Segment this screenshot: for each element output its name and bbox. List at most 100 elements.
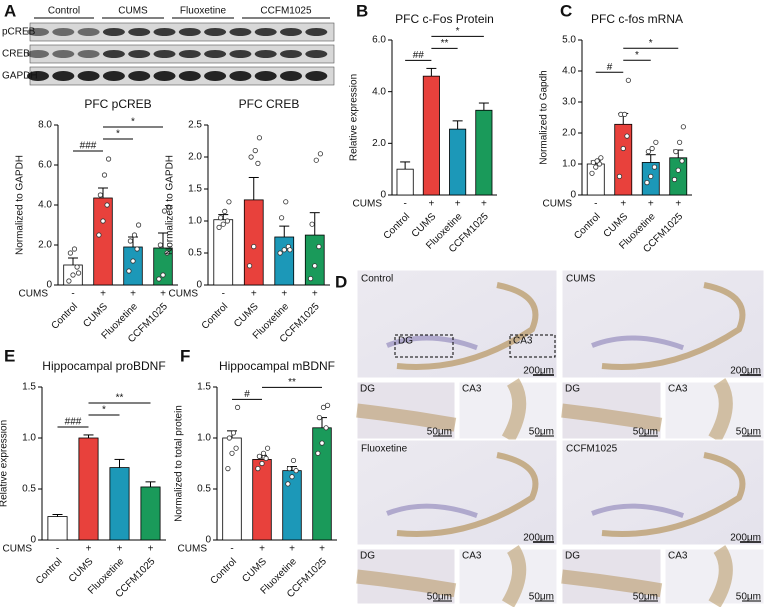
blot-band xyxy=(102,50,125,58)
data-point xyxy=(317,151,324,157)
cums-sign: + xyxy=(481,199,487,210)
y-tick-label: 1.5 xyxy=(22,382,36,393)
blot-band xyxy=(77,50,100,58)
cums-sign: - xyxy=(56,544,59,555)
bar xyxy=(252,459,272,541)
data-point xyxy=(263,455,269,461)
scale-label: 200μm xyxy=(523,533,554,544)
data-point xyxy=(309,221,315,227)
data-point xyxy=(75,270,82,276)
cums-sign: + xyxy=(148,544,154,555)
cums-label: CUMS xyxy=(3,544,33,555)
cums-sign: + xyxy=(100,289,106,300)
bar xyxy=(396,168,414,196)
data-point xyxy=(622,111,628,118)
y-tick-label: 0 xyxy=(196,280,202,291)
cums-sign: + xyxy=(620,199,626,210)
data-point xyxy=(216,224,222,230)
cums-sign: + xyxy=(281,289,287,300)
y-tick-label: 2.5 xyxy=(188,120,202,131)
y-tick-label: 5.0 xyxy=(562,35,576,46)
sig-label: ### xyxy=(65,417,82,428)
data-point xyxy=(160,272,166,278)
data-point xyxy=(248,154,254,160)
data-point xyxy=(285,481,291,487)
cums-sign: + xyxy=(130,289,136,300)
bar xyxy=(47,516,68,541)
inset-layer xyxy=(501,378,527,443)
bar xyxy=(304,234,325,286)
blot-band xyxy=(27,50,49,58)
blot-band xyxy=(52,28,75,36)
data-point xyxy=(161,208,168,214)
data-point xyxy=(165,204,172,210)
data-point xyxy=(100,218,106,224)
blot-row-label: pCREB xyxy=(2,27,36,38)
data-point xyxy=(653,139,659,145)
sig-label: ** xyxy=(441,38,449,49)
cums-sign: + xyxy=(259,544,265,555)
data-point xyxy=(126,268,132,274)
data-point xyxy=(224,218,231,224)
blot-band xyxy=(280,71,302,81)
inset-layer xyxy=(356,569,457,598)
y-tick-label: 6.0 xyxy=(372,35,386,46)
sig-label: * xyxy=(116,129,120,140)
inset-label: DG xyxy=(360,551,375,562)
data-point xyxy=(256,453,262,459)
blot-band xyxy=(77,71,100,81)
ca-layer xyxy=(601,282,746,370)
data-point xyxy=(164,250,170,256)
blot-band xyxy=(254,50,277,58)
y-tick-label: 0 xyxy=(570,190,576,201)
cums-sign: + xyxy=(289,544,295,555)
data-point xyxy=(677,139,683,145)
inset-label: DG xyxy=(565,384,580,395)
ca-layer xyxy=(601,452,746,537)
x-tick-label: Control xyxy=(208,556,239,587)
roi-label: CA3 xyxy=(513,336,533,347)
data-point xyxy=(97,192,103,198)
bar xyxy=(282,470,302,541)
blot-band xyxy=(27,71,49,81)
data-point xyxy=(287,247,293,253)
roi-box xyxy=(509,334,556,358)
data-point xyxy=(307,275,314,282)
data-point xyxy=(323,425,329,431)
chart-title: Hippocampal proBDNF xyxy=(42,359,165,373)
y-tick-label: 0 xyxy=(46,280,52,291)
blot-band xyxy=(254,28,277,36)
chart-title: Hippocampal mBDNF xyxy=(219,359,335,373)
y-axis-label: Normalized to GAPDH xyxy=(15,155,26,255)
y-tick-label: 2.0 xyxy=(38,240,52,251)
blot-band xyxy=(280,28,302,36)
data-point xyxy=(277,250,283,256)
y-axis-label: Normalized to Gapdh xyxy=(539,70,550,165)
inset-scale: 50μm xyxy=(529,592,554,603)
blot-row-label: GAPDH xyxy=(2,71,38,82)
inset-scale: 50μm xyxy=(427,592,452,603)
x-tick-label: CUMS xyxy=(67,556,96,585)
data-point xyxy=(70,272,76,278)
data-point xyxy=(251,244,257,250)
blot-band xyxy=(102,71,125,81)
dg-layer xyxy=(591,503,685,518)
blot-band xyxy=(229,28,252,36)
blot-band xyxy=(128,71,151,81)
data-point xyxy=(616,173,623,179)
data-point xyxy=(234,404,241,410)
cums-sign: - xyxy=(222,289,225,300)
inset-layer xyxy=(561,569,663,598)
chart-title: PFC pCREB xyxy=(84,97,151,111)
bar xyxy=(669,157,688,196)
y-tick-label: 0 xyxy=(205,535,211,546)
sig-label: * xyxy=(102,405,106,416)
data-point xyxy=(673,149,679,155)
bar xyxy=(213,219,234,286)
inset-label: CA3 xyxy=(462,384,482,395)
blot-band xyxy=(27,28,49,36)
blot-group: Control xyxy=(48,6,80,17)
data-point xyxy=(624,133,630,139)
inset-layer xyxy=(561,403,663,432)
y-tick-label: 1.0 xyxy=(197,433,211,444)
